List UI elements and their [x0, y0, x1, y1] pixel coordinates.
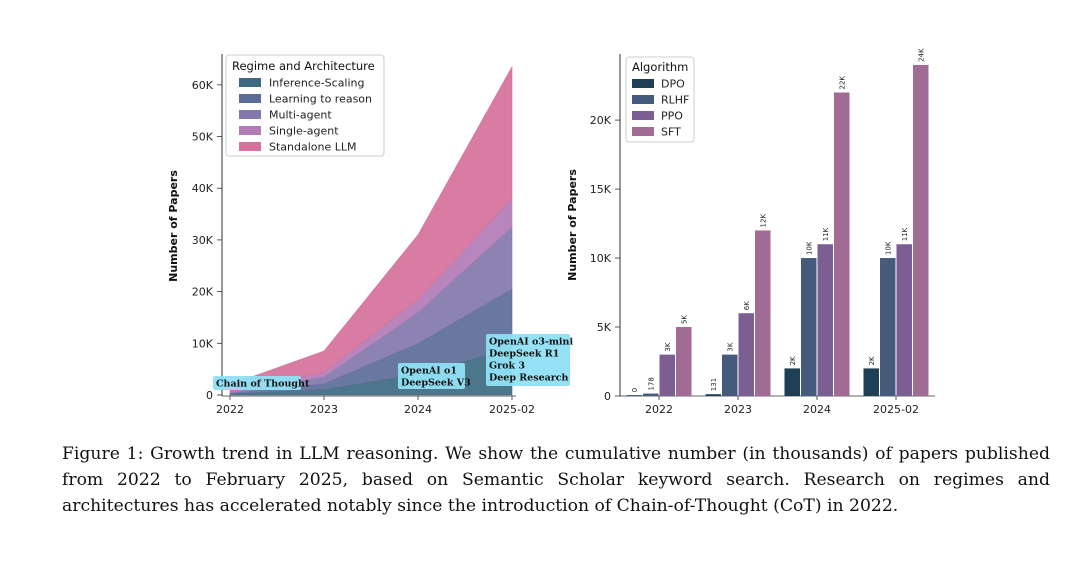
bar-dpo [863, 368, 879, 396]
bar-value-label: 10K [884, 241, 892, 255]
y-tick-label: 40K [192, 182, 214, 195]
legend-swatch [239, 142, 261, 151]
y-tick-label: 15K [590, 183, 612, 196]
legend-swatch [239, 94, 261, 103]
bar-sft [834, 92, 850, 396]
annotation-text: Grok 3 [489, 361, 525, 372]
bar-rlhf [801, 258, 817, 396]
bar-dpo [626, 395, 642, 396]
legend-label: SFT [661, 126, 681, 139]
y-tick-label: 50K [192, 131, 214, 144]
x-tick-label: 2023 [310, 403, 338, 416]
bar-value-label: 22K [838, 76, 846, 90]
bar-sft [676, 327, 692, 396]
x-tick-label: 2023 [724, 403, 752, 416]
bar-dpo [705, 394, 721, 396]
legend-label: Learning to reason [269, 93, 372, 106]
bar-ppo [817, 244, 833, 396]
y-tick-label: 10K [590, 252, 612, 265]
x-tick-label: 2024 [404, 403, 432, 416]
bar-ppo [659, 354, 675, 396]
legend-label: Standalone LLM [269, 141, 357, 154]
bar-value-label: 10K [805, 241, 813, 255]
annotation-box [213, 376, 301, 390]
bar-value-label: 2K [868, 356, 876, 365]
legend: Regime and Architecture Inference-Scaling… [225, 54, 385, 157]
legend-label: PPO [661, 110, 683, 123]
bar-value-label: 24K [917, 48, 925, 62]
x-tick-label: 2025-02 [873, 403, 919, 416]
figure-caption: Figure 1: Growth trend in LLM reasoning.… [62, 444, 1050, 516]
grouped-bar-chart: 0 131 2K 2K 178 3K 10K 10K 3K 6K 11K 11K 5K 12K 22K 24K… [566, 48, 935, 416]
legend-frame [225, 54, 385, 157]
x-tick-label: 2022 [645, 403, 673, 416]
legend-frame [625, 56, 695, 143]
legend-label: Multi-agent [269, 109, 332, 122]
bar-value-label: 0 [631, 388, 639, 392]
legend-swatch [632, 79, 654, 88]
stacked-area-chart: 0 10K 20K 30K 40K 50K 60K 2022 2023 2024 2025-02 Nu… [167, 54, 573, 416]
bar-rlhf [880, 258, 896, 396]
x-tick-label: 2025-02 [489, 403, 535, 416]
y-tick-label: 0 [206, 389, 213, 402]
bar-value-label: 11K [901, 227, 909, 241]
x-tick-label: 2022 [216, 403, 244, 416]
annotation-box [486, 334, 570, 386]
legend-swatch [239, 110, 261, 119]
annotation-text: OpenAI o1 [401, 366, 457, 377]
bar-sft [913, 64, 929, 397]
legend-label: Inference-Scaling [269, 77, 365, 90]
legend-swatch [632, 95, 654, 104]
bar-dpo [784, 368, 800, 396]
bar-ppo [738, 313, 754, 396]
bar-value-label: 131 [710, 378, 718, 391]
figure-panel: 0 10K 20K 30K 40K 50K 60K 2022 2023 2024 2025-02 Nu… [167, 48, 935, 416]
legend-label: Single-agent [269, 125, 339, 138]
legend-swatch [239, 126, 261, 135]
y-axis-title: Number of Papers [167, 170, 180, 282]
legend-swatch [239, 78, 261, 87]
y-tick-label: 10K [192, 337, 214, 350]
legend-swatch [632, 127, 654, 136]
legend-title: Regime and Architecture [232, 59, 375, 73]
legend: Algorithm DPO RLHF PPO SFT [625, 56, 695, 143]
y-tick-label: 30K [192, 234, 214, 247]
bar-value-label: 178 [647, 377, 655, 390]
y-tick-label: 20K [590, 114, 612, 127]
y-axis-title: Number of Papers [566, 169, 579, 281]
bar-ppo [896, 244, 912, 396]
bar-rlhf [643, 393, 659, 396]
annotation-text: Chain of Thought [216, 379, 310, 390]
annotation-text: Deep Research [489, 373, 569, 384]
annotation-text: OpenAI o3-mini [489, 337, 573, 348]
legend-swatch [632, 111, 654, 120]
annotation-text: DeepSeek R1 [489, 349, 559, 360]
bar-value-label: 2K [789, 356, 797, 365]
x-tick-label: 2024 [803, 403, 831, 416]
annotation-text: DeepSeek V3 [401, 378, 471, 389]
bar-value-label: 6K [743, 301, 751, 310]
bar-value-label: 12K [759, 214, 767, 228]
bar-rlhf [722, 354, 738, 396]
legend-title: Algorithm [632, 60, 688, 74]
y-tick-label: 0 [604, 390, 611, 403]
y-tick-label: 60K [192, 79, 214, 92]
annotation-box [398, 363, 465, 389]
legend-label: RLHF [661, 94, 689, 107]
bar-value-label: 11K [822, 227, 830, 241]
bar-value-label: 5K [680, 315, 688, 324]
y-tick-label: 20K [192, 286, 214, 299]
y-tick-label: 5K [597, 321, 612, 334]
legend-label: DPO [661, 78, 685, 91]
milestone-annotation: Chain of Thought [213, 376, 310, 390]
bar-value-label: 3K [664, 342, 672, 351]
bar-value-label: 3K [726, 342, 734, 351]
bar-sft [755, 230, 771, 396]
